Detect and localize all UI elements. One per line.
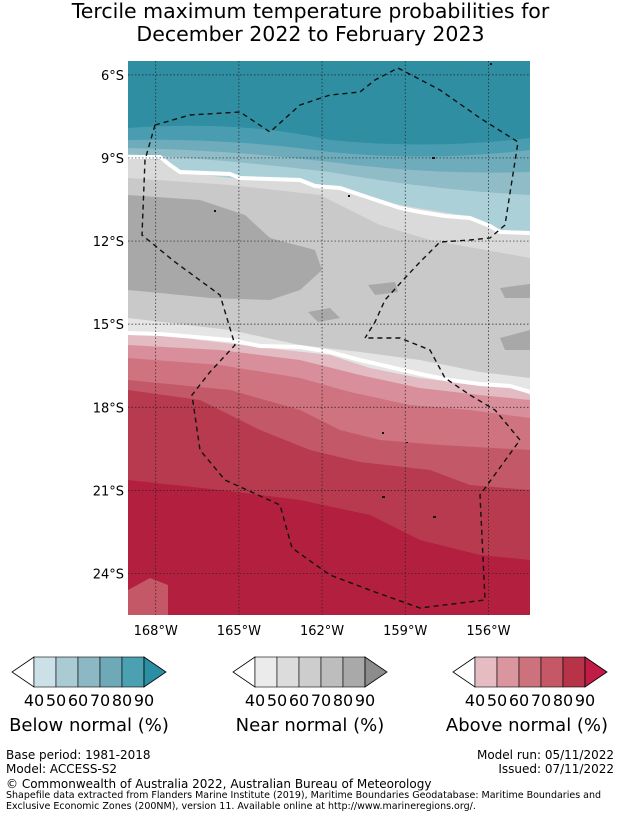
legend-tick-label: 40 — [245, 691, 265, 710]
longitude-label: 165°W — [217, 624, 261, 639]
title-line-2: December 2022 to February 2023 — [136, 22, 485, 46]
legend-tick-label: 50 — [267, 691, 287, 710]
legend-swatch — [298, 656, 322, 688]
legend-swatch — [496, 656, 520, 688]
eez-boundary-north — [154, 67, 519, 339]
legend-tick-label: 80 — [333, 691, 353, 710]
above-normal-patch — [128, 578, 168, 615]
island — [433, 516, 436, 518]
legend-tick-label: 40 — [465, 691, 485, 710]
islands — [214, 63, 492, 518]
latitude-label: 21°S — [93, 484, 124, 499]
eez-boundary-south — [141, 124, 521, 609]
legend-tick-label: 50 — [46, 691, 66, 710]
legend-swatch — [121, 656, 145, 688]
island — [490, 63, 492, 65]
legend-swatch — [99, 656, 123, 688]
latitude-label: 15°S — [93, 318, 124, 333]
near-normal-patch — [500, 284, 530, 298]
island — [432, 157, 435, 159]
legend-swatch — [254, 656, 278, 688]
above-normal-band-90 — [128, 480, 530, 615]
legend-tick-label: 50 — [487, 691, 507, 710]
legend-near-normal: 40 50 60 70 80 90 — [231, 655, 401, 719]
longitude-label: 156°W — [466, 624, 510, 639]
legend-swatch — [518, 656, 542, 688]
legend-tick-label: 80 — [553, 691, 573, 710]
near-normal-patch — [368, 282, 398, 295]
latitude-labels: 6°S 9°S 12°S 15°S 18°S 21°S 24°S — [93, 69, 124, 583]
legend-swatch — [540, 656, 564, 688]
island — [382, 432, 384, 434]
eez-boundaries — [141, 67, 521, 609]
legend-tick-label: 80 — [112, 691, 132, 710]
model-run-date: Model run: 05/11/2022 — [476, 748, 614, 762]
longitude-label: 162°W — [300, 624, 344, 639]
legend-high-arrow — [143, 656, 167, 688]
longitude-labels: 168°W 165°W 162°W 159°W 156°W — [134, 624, 511, 639]
probability-map: 6°S 9°S 12°S 15°S 18°S 21°S 24°S 168°W 165°W 162… — [93, 61, 530, 639]
legend-tick-label: 60 — [68, 691, 88, 710]
title-line-1: Tercile maximum temperature probabilitie… — [71, 0, 550, 23]
issued-date: Issued: 07/11/2022 — [498, 762, 614, 776]
legend-near-label: Near normal (%) — [235, 715, 385, 736]
legend-tick-label: 90 — [355, 691, 375, 710]
legend-low-arrow — [452, 656, 476, 688]
near-normal-patch — [308, 308, 340, 322]
island — [214, 210, 216, 212]
legend-tick-label: 90 — [575, 691, 595, 710]
latitude-label: 9°S — [101, 152, 124, 167]
latitude-label: 12°S — [93, 235, 124, 250]
latitude-label: 24°S — [93, 567, 124, 582]
legend-tick-label: 60 — [289, 691, 309, 710]
legend-swatch — [55, 656, 79, 688]
legend-below-colorbar: 40 50 60 70 80 90 — [11, 656, 167, 710]
latitude-label: 18°S — [93, 401, 124, 416]
legend-tick-label: 60 — [509, 691, 529, 710]
near-normal-band-80 — [128, 195, 322, 300]
legend-high-arrow — [584, 656, 608, 688]
legend-swatch — [320, 656, 344, 688]
legend-near-colorbar: 40 50 60 70 80 90 — [232, 656, 388, 710]
legend-tick-label: 90 — [134, 691, 154, 710]
legend-above-colorbar: 40 50 60 70 80 90 — [452, 656, 608, 710]
legend-tick-label: 70 — [531, 691, 551, 710]
island — [382, 496, 385, 498]
legend-swatch — [342, 656, 366, 688]
legend-tick-label: 40 — [24, 691, 44, 710]
legend-below-label: Below normal (%) — [9, 715, 169, 736]
legend-swatch — [77, 656, 101, 688]
copyright: © Commonwealth of Australia 2022, Austra… — [6, 777, 432, 791]
near-above-boundary — [128, 331, 530, 394]
legend-swatch — [33, 656, 57, 688]
latitude-label: 6°S — [101, 69, 124, 84]
legend-low-arrow — [232, 656, 256, 688]
legend-swatch — [276, 656, 300, 688]
chart-title: Tercile maximum temperature probabilitie… — [0, 0, 621, 46]
legend-tick-label: 70 — [90, 691, 110, 710]
legend-above-label: Above normal (%) — [445, 715, 609, 736]
legend-below-normal: 40 50 60 70 80 90 — [10, 655, 180, 719]
model-name: Model: ACCESS-S2 — [6, 762, 118, 776]
legend-swatch — [562, 656, 586, 688]
legend-swatch — [474, 656, 498, 688]
near-normal-patch — [500, 330, 530, 350]
longitude-label: 159°W — [383, 624, 427, 639]
longitude-label: 168°W — [134, 624, 178, 639]
legend-tick-label: 70 — [311, 691, 331, 710]
below-near-boundary — [128, 155, 530, 235]
shapefile-credit-1: Shapefile data extracted from Flanders M… — [6, 790, 602, 801]
legend-low-arrow — [11, 656, 35, 688]
map-fill-layers — [128, 61, 530, 615]
island — [406, 442, 408, 443]
island — [348, 195, 350, 197]
gridlines — [128, 61, 530, 615]
legend-above-normal: 40 50 60 70 80 90 — [451, 655, 621, 719]
shapefile-credit-2: Exclusive Economic Zones (200NM), versio… — [6, 801, 476, 812]
legend-high-arrow — [364, 656, 388, 688]
base-period: Base period: 1981-2018 — [6, 748, 151, 762]
